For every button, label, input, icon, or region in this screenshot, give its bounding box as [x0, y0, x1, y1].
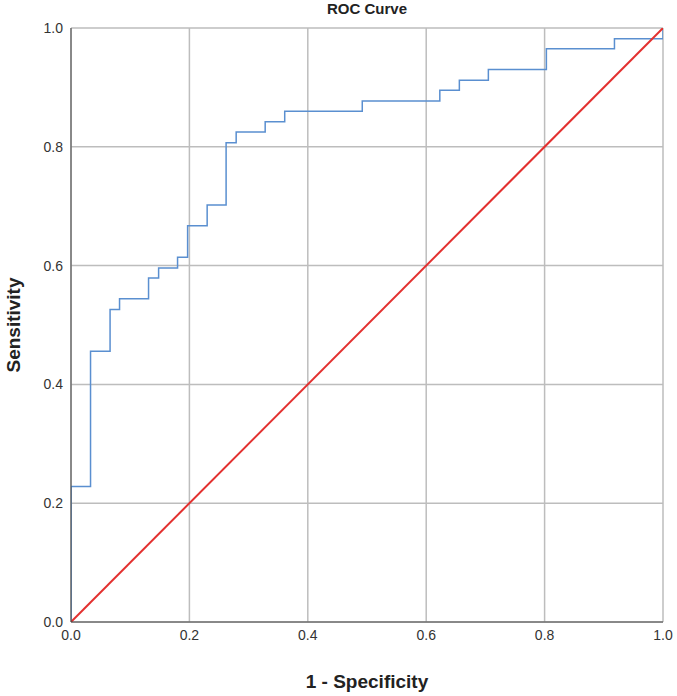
svg-text:0.8: 0.8	[44, 139, 64, 155]
html-text:1 - Specificity: 1 - Specificity	[305, 671, 429, 692]
svg-text:0.6: 0.6	[44, 258, 64, 274]
svg-text:1.0: 1.0	[653, 627, 669, 643]
html-text:ROC Curve: ROC Curve	[327, 0, 407, 17]
svg-text:0.0: 0.0	[44, 614, 64, 630]
svg-text:1.0: 1.0	[44, 20, 64, 36]
svg-text:0.8: 0.8	[535, 627, 555, 643]
svg-text:0.2: 0.2	[180, 627, 200, 643]
html-text:Sensitivity: Sensitivity	[3, 277, 24, 373]
svg-text:0.2: 0.2	[44, 495, 64, 511]
svg-text:0.4: 0.4	[298, 627, 318, 643]
svg-text:0.6: 0.6	[416, 627, 436, 643]
svg-text:0.4: 0.4	[44, 376, 64, 392]
svg-text:0.0: 0.0	[61, 627, 81, 643]
